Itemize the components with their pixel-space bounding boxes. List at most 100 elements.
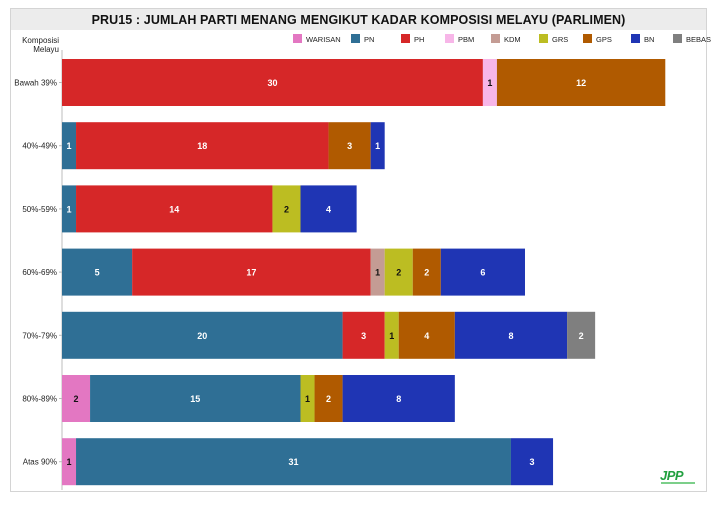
data-label: 2 bbox=[326, 394, 331, 404]
legend-label-kdm: KDM bbox=[504, 35, 521, 44]
chart-title: PRU15 : JUMLAH PARTI MENANG MENGIKUT KAD… bbox=[91, 12, 626, 27]
bar-segment-pn bbox=[90, 375, 301, 422]
legend-label-grs: GRS bbox=[552, 35, 568, 44]
data-label: 2 bbox=[579, 331, 584, 341]
bar-segment-bn bbox=[370, 122, 385, 170]
bar-segment-bn bbox=[342, 375, 455, 422]
category-label: Atas 90% bbox=[23, 458, 57, 467]
data-label: 5 bbox=[95, 268, 100, 278]
legend-swatch-warisan bbox=[293, 34, 302, 43]
bar-segment-gps bbox=[412, 248, 441, 296]
data-label: 12 bbox=[576, 78, 586, 88]
category-label: 80%-89% bbox=[22, 395, 57, 404]
legend-swatch-grs bbox=[539, 34, 548, 43]
bar-segment-bn bbox=[440, 248, 525, 296]
data-label: 1 bbox=[67, 204, 72, 214]
data-label: 20 bbox=[197, 331, 207, 341]
legend-item-bebas: BEBAS bbox=[673, 34, 711, 44]
bar-segment-bebas bbox=[567, 311, 596, 359]
legend-swatch-bebas bbox=[673, 34, 682, 43]
data-label: 3 bbox=[347, 141, 352, 151]
bar-segment-ph bbox=[342, 311, 385, 359]
bar-segment-pn bbox=[62, 311, 343, 359]
data-label: 1 bbox=[305, 394, 310, 404]
data-label: 15 bbox=[190, 394, 200, 404]
bar-segment-warisan bbox=[62, 375, 91, 422]
legend-label-gps: GPS bbox=[596, 35, 612, 44]
legend-item-pn: PN bbox=[351, 34, 374, 44]
bar-segment-pbm bbox=[482, 59, 497, 106]
bar-segment-grs bbox=[300, 375, 315, 422]
data-label: 4 bbox=[424, 331, 429, 341]
legend-swatch-bn bbox=[631, 34, 640, 43]
legend-label-warisan: WARISAN bbox=[306, 35, 341, 44]
data-label: 6 bbox=[480, 268, 485, 278]
legend-item-warisan: WARISAN bbox=[293, 34, 341, 44]
legend-label-pn: PN bbox=[364, 35, 374, 44]
legend-label-bebas: BEBAS bbox=[686, 35, 711, 44]
data-label: 1 bbox=[67, 457, 72, 467]
legend-swatch-pn bbox=[351, 34, 360, 43]
data-label: 1 bbox=[389, 331, 394, 341]
data-label: 1 bbox=[375, 141, 380, 151]
bar-segment-ph bbox=[76, 122, 329, 170]
data-label: 1 bbox=[487, 78, 492, 88]
data-label: 2 bbox=[424, 268, 429, 278]
legend-swatch-pbm bbox=[445, 34, 454, 43]
data-label: 17 bbox=[246, 268, 256, 278]
logo-underline bbox=[661, 482, 695, 484]
legend-item-kdm: KDM bbox=[491, 34, 521, 44]
data-label: 31 bbox=[288, 457, 298, 467]
bar-segment-gps bbox=[496, 59, 666, 106]
bar-segment-bn bbox=[300, 185, 357, 233]
data-label: 4 bbox=[326, 204, 331, 214]
category-label: Bawah 39% bbox=[14, 79, 57, 88]
bar-segment-bn bbox=[454, 311, 568, 359]
bar-segment-gps bbox=[398, 311, 455, 359]
legend-label-ph: PH bbox=[414, 35, 424, 44]
bar-segment-gps bbox=[314, 375, 343, 422]
category-label: 40%-49% bbox=[22, 142, 57, 151]
data-label: 30 bbox=[267, 78, 277, 88]
bar-segment-bn bbox=[510, 438, 554, 486]
bar-segment-grs bbox=[272, 185, 301, 233]
legend-swatch-ph bbox=[401, 34, 410, 43]
bar-segment-pn bbox=[62, 122, 77, 170]
data-label: 2 bbox=[74, 394, 79, 404]
chart-title-bar: PRU15 : JUMLAH PARTI MENANG MENGIKUT KAD… bbox=[11, 9, 706, 30]
bar-segment-pn bbox=[62, 248, 133, 296]
category-label: 70%-79% bbox=[22, 331, 57, 340]
bar-segment-grs bbox=[384, 248, 413, 296]
jpp-logo: JPP bbox=[660, 468, 684, 483]
data-label: 8 bbox=[396, 394, 401, 404]
legend-swatch-gps bbox=[583, 34, 592, 43]
category-label: 60%-69% bbox=[22, 268, 57, 277]
legend-item-bn: BN bbox=[631, 34, 654, 44]
bar-segment-pn bbox=[76, 438, 511, 486]
legend-item-pbm: PBM bbox=[445, 34, 474, 44]
data-label: 1 bbox=[67, 141, 72, 151]
category-label: 50%-59% bbox=[22, 205, 57, 214]
bar-segment-kdm bbox=[370, 248, 385, 296]
data-label: 2 bbox=[396, 268, 401, 278]
bar-segment-grs bbox=[384, 311, 399, 359]
bar-segment-ph bbox=[76, 185, 273, 233]
legend-swatch-kdm bbox=[491, 34, 500, 43]
data-label: 8 bbox=[508, 331, 513, 341]
data-label: 18 bbox=[197, 141, 207, 151]
y-axis-title: Komposisi Melayu bbox=[22, 36, 59, 54]
bar-segment-warisan bbox=[62, 438, 77, 486]
data-label: 3 bbox=[529, 457, 534, 467]
data-label: 1 bbox=[375, 268, 380, 278]
data-label: 3 bbox=[361, 331, 366, 341]
legend-label-bn: BN bbox=[644, 35, 654, 44]
legend-label-pbm: PBM bbox=[458, 35, 474, 44]
data-label: 14 bbox=[169, 204, 179, 214]
bar-segment-gps bbox=[328, 122, 371, 170]
data-label: 2 bbox=[284, 204, 289, 214]
bar-segment-ph bbox=[62, 59, 483, 106]
bar-segment-ph bbox=[132, 248, 371, 296]
bar-segment-pn bbox=[62, 185, 77, 233]
legend-item-ph: PH bbox=[401, 34, 424, 44]
